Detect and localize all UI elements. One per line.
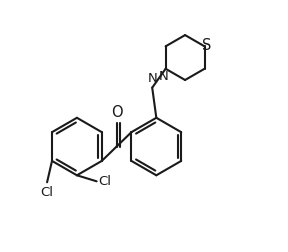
Text: N: N: [159, 70, 169, 83]
Text: S: S: [202, 38, 211, 53]
Text: O: O: [111, 105, 122, 120]
Text: N: N: [147, 73, 157, 85]
Text: Cl: Cl: [40, 185, 53, 199]
Text: Cl: Cl: [98, 175, 111, 188]
